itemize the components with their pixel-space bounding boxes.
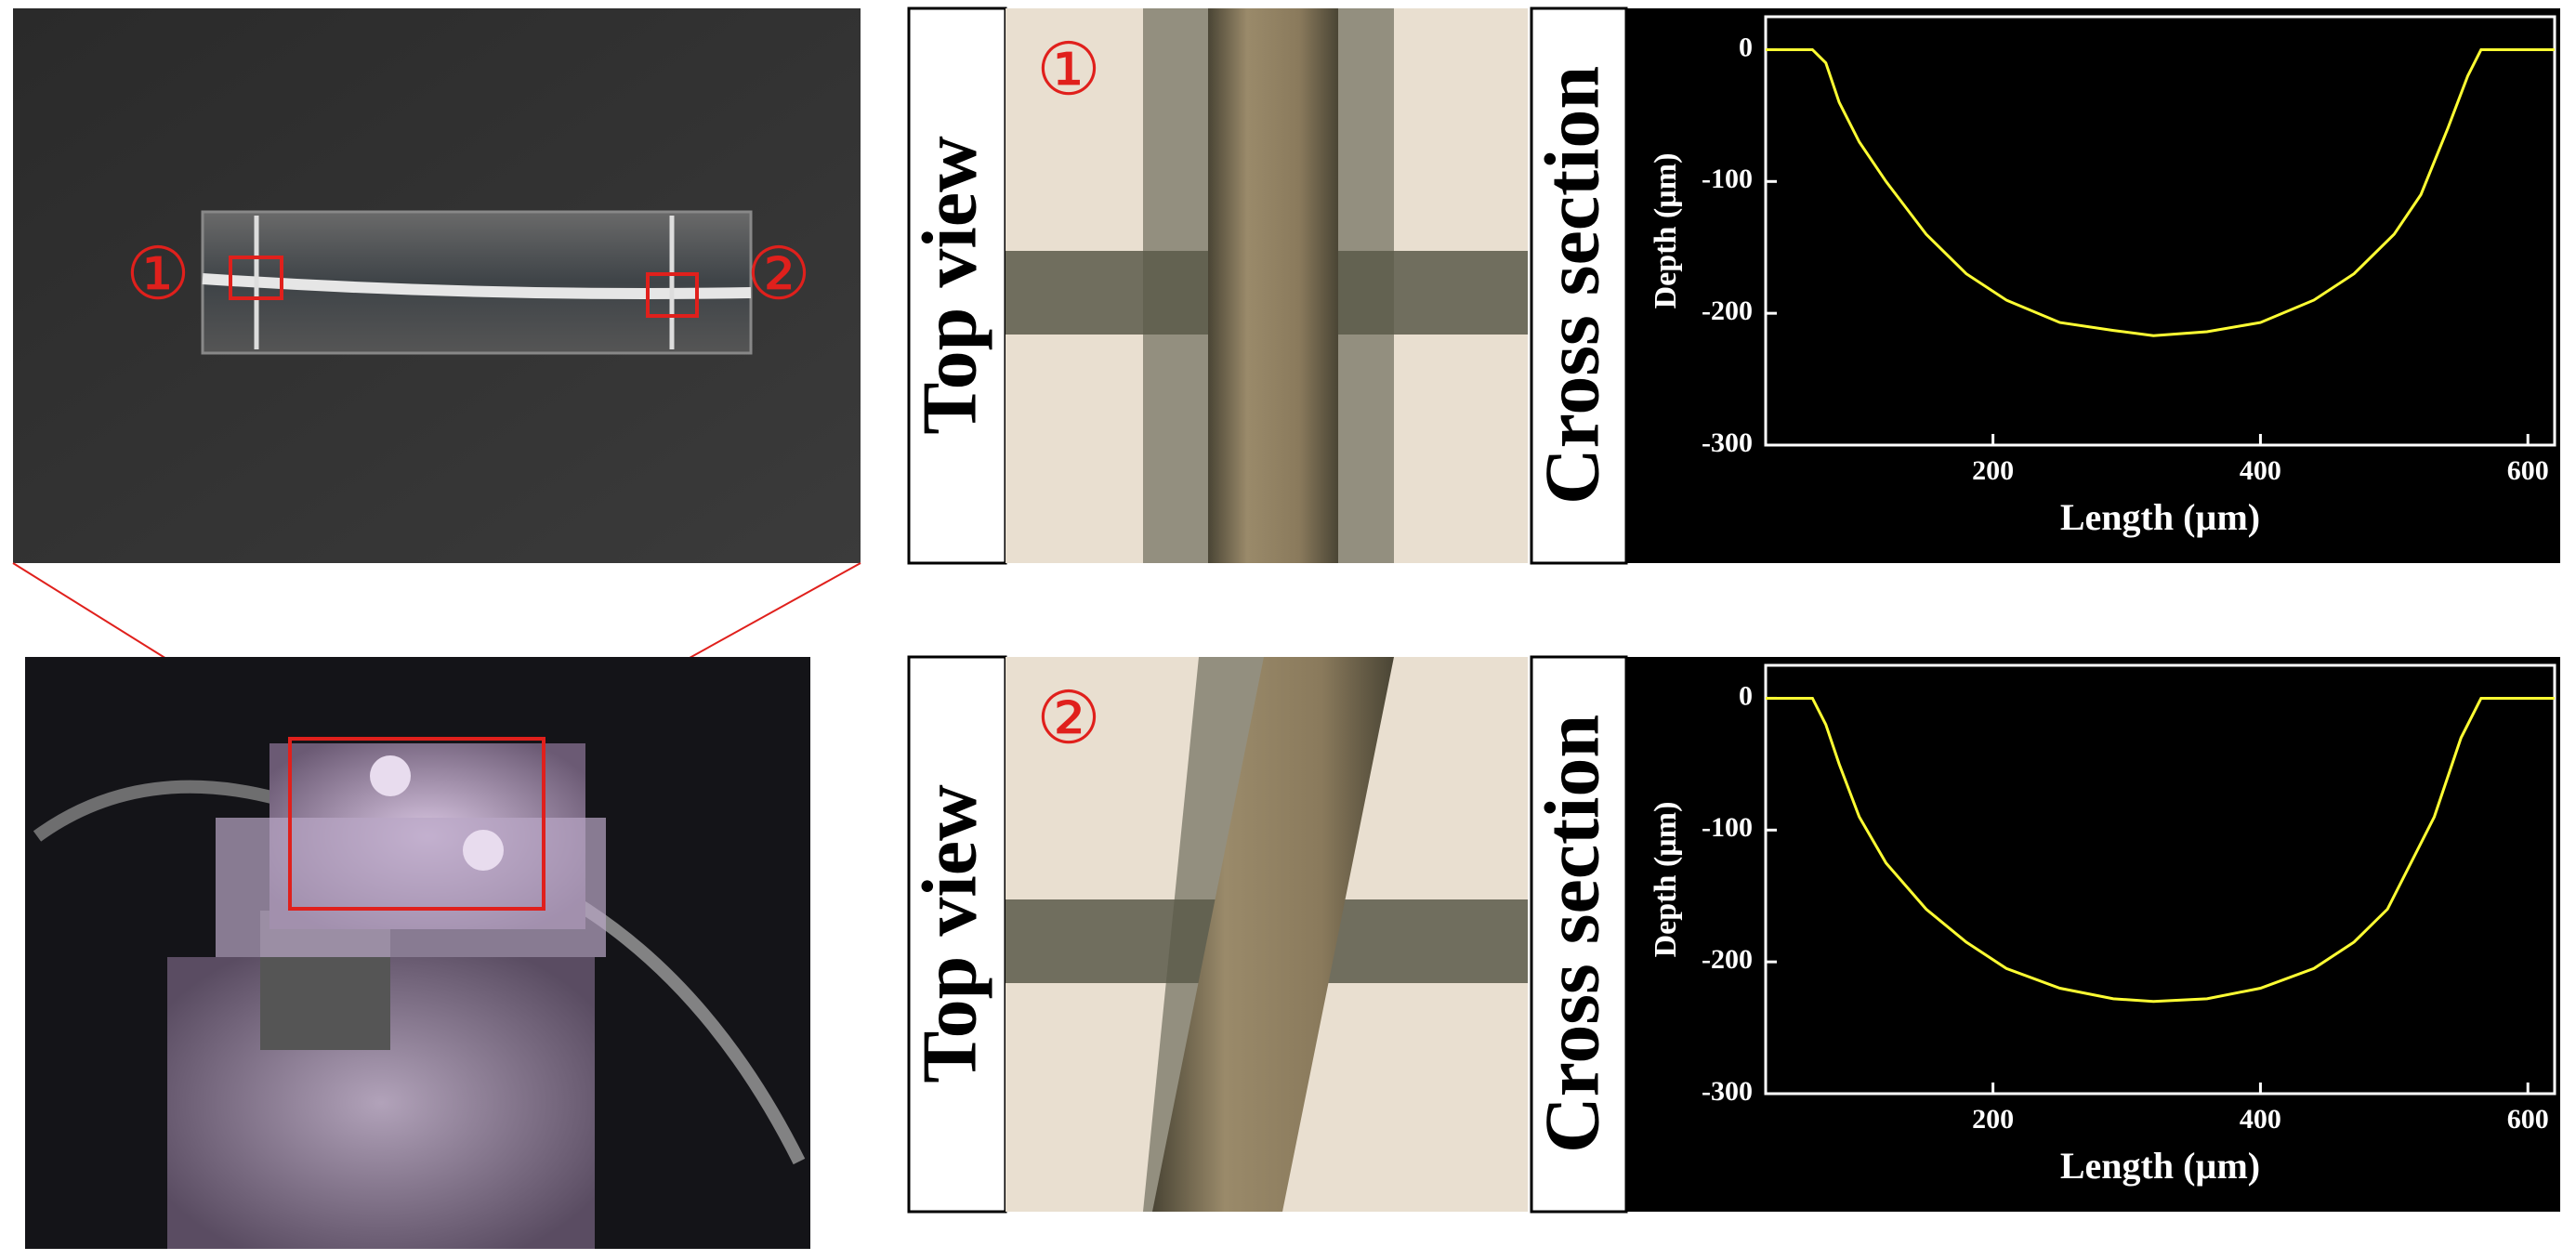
label-box [1530,7,1628,565]
x-tick-label: 200 [1972,455,2014,486]
channel [1152,657,1394,1212]
label-box [907,7,1007,565]
marker: ② [1036,676,1101,760]
device-photo [25,657,810,1249]
x-tick-label: 400 [2240,1104,2281,1135]
y-tick-label: 0 [1739,32,1753,62]
plot-frame [1764,663,2556,1096]
cross-section-label: Cross section [1529,715,1615,1153]
marker: ② [746,232,811,316]
y-tick-label: -200 [1702,295,1753,326]
y-tick-label: -100 [1702,164,1753,194]
panel-row: Top view ② Cross section 0 -100 -200 -300 200 40… [906,655,2560,1214]
x-tick-label: 600 [2507,1104,2549,1135]
top-view-label: Top view [906,136,992,435]
y-tick-label: 0 [1739,680,1753,711]
y-axis-label: Depth (µm) [1649,153,1683,309]
cross-section-label: Cross section [1529,66,1615,505]
depth-line [1766,47,2555,337]
x-axis-label: Length (µm) [2060,1145,2260,1187]
x-tick-label: 200 [1972,1104,2014,1135]
chart-bg [1626,8,2560,563]
marker: ① [1036,28,1101,112]
depth-line [1766,696,2555,1004]
x-axis-label: Length (µm) [2060,496,2260,538]
y-tick-label: -300 [1702,427,1753,458]
y-tick-label: -100 [1702,812,1753,843]
y-axis-label: Depth (µm) [1649,802,1683,958]
plot-frame [1764,15,2556,447]
chip-photo: ① ② [13,8,861,563]
marker: ① [125,232,191,316]
chart-bg [1626,657,2560,1212]
y-tick-label: -300 [1702,1076,1753,1107]
y-tick-label: -200 [1702,944,1753,975]
top-view-label: Top view [906,784,992,1083]
x-tick-label: 400 [2240,455,2281,486]
channel [1208,8,1338,563]
panel-row: Top view ① Cross section 0 -100 -200 -300 200 40… [906,7,2560,565]
label-box [907,655,1007,1214]
x-tick-label: 600 [2507,455,2549,486]
